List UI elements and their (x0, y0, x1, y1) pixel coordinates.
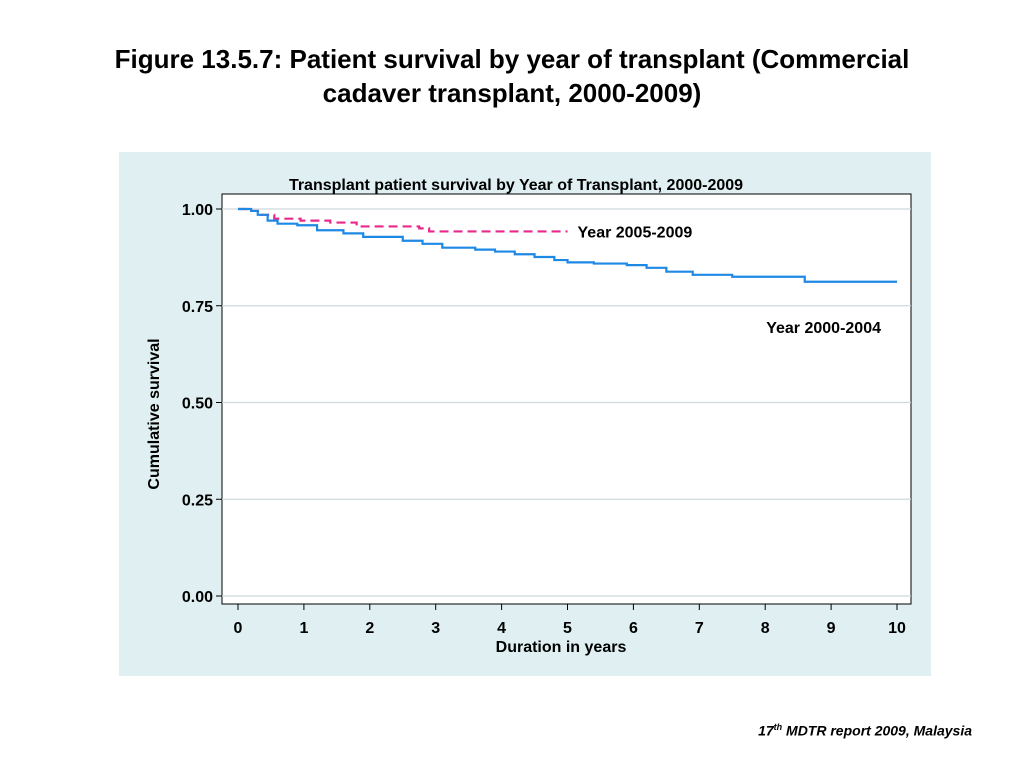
source-footer: 17th MDTR report 2009, Malaysia (758, 722, 972, 739)
y-tick-label: 0.75 (182, 299, 213, 316)
x-tick-label: 7 (695, 620, 704, 637)
x-tick-label: 9 (827, 620, 836, 637)
slide-title: Figure 13.5.7: Patient survival by year … (40, 42, 984, 110)
x-tick-label: 2 (365, 620, 374, 637)
series-label: Year 2000-2004 (766, 320, 881, 337)
y-axis-label: Cumulative survival (146, 338, 163, 489)
y-tick-label: 0.25 (182, 492, 213, 509)
footer-text: MDTR report 2009, Malaysia (782, 722, 972, 739)
x-tick-label: 5 (563, 620, 572, 637)
y-tick-label: 0.50 (182, 396, 213, 413)
x-tick-label: 6 (629, 620, 638, 637)
x-tick-label: 4 (497, 620, 506, 637)
x-axis-label: Duration in years (496, 639, 627, 656)
series-label: Year 2005-2009 (578, 224, 693, 241)
chart-title: Transplant patient survival by Year of T… (289, 177, 743, 194)
x-tick-label: 0 (234, 620, 243, 637)
chart-panel: Transplant patient survival by Year of T… (119, 152, 931, 676)
x-tick-label: 10 (888, 620, 906, 637)
x-tick-label: 1 (299, 620, 308, 637)
footer-number: 17 (758, 722, 774, 739)
y-tick-label: 1.00 (182, 202, 213, 219)
series-line-year-2000-2004 (238, 207, 897, 283)
y-tick-label: 0.00 (182, 589, 213, 606)
plot-area (221, 193, 912, 605)
series-line-year-2005-2009 (238, 207, 568, 233)
footer-superscript: th (773, 722, 783, 732)
slide-title-line-2: cadaver transplant, 2000-2009) (322, 78, 702, 108)
slide-title-line-1: Figure 13.5.7: Patient survival by year … (114, 44, 910, 74)
x-tick-label: 3 (431, 620, 440, 637)
survival-chart: Transplant patient survival by Year of T… (146, 177, 912, 656)
x-tick-label: 8 (761, 620, 770, 637)
